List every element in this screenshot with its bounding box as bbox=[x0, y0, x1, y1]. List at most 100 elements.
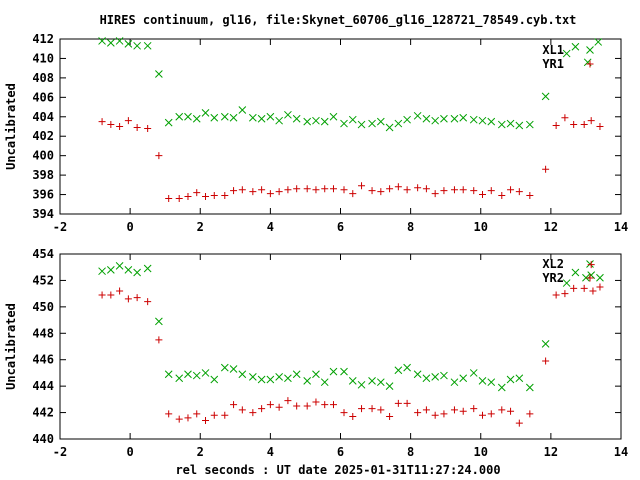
data-point bbox=[552, 291, 560, 299]
data-point bbox=[249, 409, 257, 417]
x-tick-label: 6 bbox=[337, 220, 344, 234]
data-point bbox=[515, 188, 523, 196]
data-point bbox=[541, 340, 550, 348]
x-axis-label: rel seconds : UT date 2025-01-31T11:27:2… bbox=[175, 463, 500, 477]
data-point bbox=[561, 290, 569, 298]
data-point bbox=[164, 370, 173, 379]
data-point bbox=[201, 369, 210, 377]
data-point bbox=[329, 401, 337, 409]
data-point bbox=[497, 383, 506, 392]
data-point bbox=[210, 192, 218, 200]
data-point bbox=[526, 192, 534, 200]
data-point bbox=[450, 186, 458, 194]
data-point bbox=[394, 399, 402, 407]
y-tick-label: 402 bbox=[32, 129, 54, 143]
data-point bbox=[377, 406, 385, 414]
data-point bbox=[376, 378, 385, 387]
data-point bbox=[98, 37, 106, 45]
y-tick-label: 412 bbox=[32, 32, 54, 46]
data-point bbox=[115, 37, 124, 45]
data-point bbox=[570, 121, 578, 129]
legend-label: XL2 bbox=[542, 257, 564, 271]
data-point bbox=[357, 380, 366, 389]
data-point bbox=[525, 120, 534, 129]
data-point bbox=[541, 92, 550, 101]
data-point bbox=[238, 186, 246, 194]
data-point bbox=[596, 123, 604, 130]
data-point bbox=[210, 113, 219, 122]
data-point bbox=[515, 121, 524, 130]
data-point bbox=[431, 411, 439, 419]
legend-label: YR1 bbox=[542, 57, 564, 71]
y-tick-label: 394 bbox=[32, 207, 54, 221]
data-point bbox=[143, 264, 152, 273]
data-point bbox=[487, 187, 495, 195]
x-tick-label: 2 bbox=[197, 445, 204, 459]
data-point bbox=[275, 188, 283, 196]
data-point bbox=[312, 186, 320, 194]
data-point bbox=[184, 112, 192, 121]
data-point bbox=[165, 410, 173, 418]
data-point bbox=[515, 419, 523, 427]
data-point bbox=[238, 406, 246, 414]
data-point bbox=[422, 114, 431, 123]
data-point bbox=[257, 114, 266, 123]
legend-label: XL1 bbox=[542, 43, 564, 57]
data-point bbox=[561, 114, 569, 122]
data-point bbox=[459, 186, 467, 194]
data-point bbox=[221, 411, 229, 419]
y-tick-label: 400 bbox=[32, 149, 54, 163]
data-point bbox=[348, 377, 357, 385]
data-point bbox=[440, 114, 448, 123]
legend-marker bbox=[586, 46, 594, 54]
data-point bbox=[155, 70, 163, 78]
y-tick-label: 396 bbox=[32, 188, 54, 202]
x-tick-label: 4 bbox=[267, 445, 274, 459]
x-tick-label: 8 bbox=[407, 445, 414, 459]
data-point bbox=[349, 413, 357, 421]
data-point bbox=[284, 374, 292, 383]
data-point bbox=[312, 370, 320, 379]
data-point bbox=[431, 373, 440, 381]
data-point bbox=[403, 363, 411, 372]
data-point bbox=[248, 373, 257, 381]
data-point bbox=[155, 317, 163, 326]
data-point bbox=[422, 374, 431, 383]
data-point bbox=[386, 413, 394, 421]
data-point bbox=[385, 123, 394, 132]
data-point bbox=[124, 266, 133, 274]
data-point bbox=[284, 397, 292, 405]
data-point bbox=[498, 406, 506, 414]
legend-marker bbox=[586, 260, 594, 268]
data-point bbox=[413, 111, 422, 120]
data-point bbox=[249, 188, 257, 196]
data-point bbox=[266, 190, 274, 198]
data-point bbox=[394, 119, 403, 128]
data-point bbox=[450, 378, 459, 387]
data-point bbox=[589, 287, 597, 295]
data-point bbox=[144, 124, 152, 132]
data-point bbox=[542, 357, 550, 365]
data-point bbox=[303, 402, 311, 410]
data-point bbox=[106, 39, 115, 47]
data-point bbox=[303, 185, 311, 193]
data-point bbox=[470, 187, 478, 195]
data-point bbox=[394, 183, 402, 191]
data-point bbox=[413, 370, 422, 379]
data-point bbox=[221, 192, 229, 200]
data-point bbox=[507, 407, 515, 415]
data-point bbox=[470, 405, 478, 413]
data-point bbox=[230, 401, 238, 409]
data-point bbox=[192, 114, 201, 123]
data-point bbox=[459, 113, 468, 122]
data-point bbox=[562, 279, 571, 287]
data-point bbox=[107, 291, 115, 299]
data-point bbox=[368, 119, 376, 128]
data-point bbox=[116, 123, 124, 130]
data-point bbox=[292, 114, 301, 123]
data-point bbox=[266, 112, 275, 121]
y-tick-label: 442 bbox=[32, 406, 54, 420]
data-point bbox=[487, 378, 496, 387]
data-point bbox=[320, 117, 329, 126]
